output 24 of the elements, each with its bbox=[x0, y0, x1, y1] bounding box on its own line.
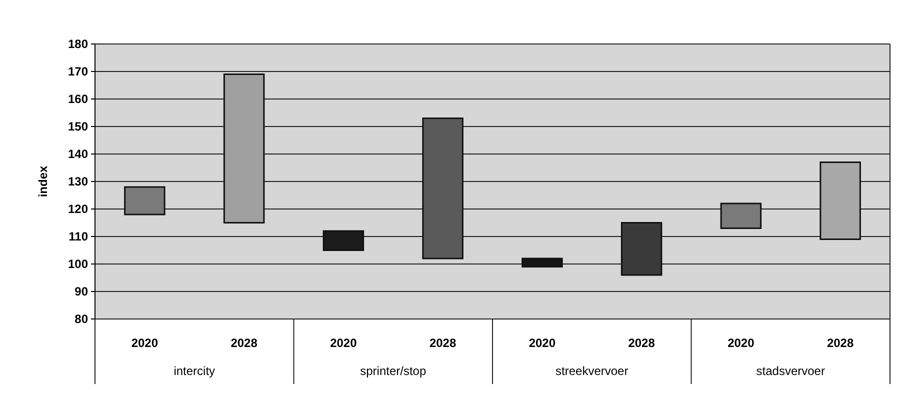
y-tick-label: 170 bbox=[68, 64, 88, 78]
x-tick-label: 2020 bbox=[131, 336, 158, 350]
y-tick-label: 90 bbox=[74, 284, 88, 298]
x-tick-label: 2020 bbox=[330, 336, 358, 350]
text: streekvervoer bbox=[556, 364, 628, 378]
y-tick-label: 150 bbox=[68, 119, 88, 134]
x-tick-label: 2028 bbox=[230, 336, 258, 350]
x-tick-label: 2020 bbox=[528, 336, 556, 350]
text: sprinter/stop bbox=[360, 364, 426, 378]
x-tick-label: 2020 bbox=[728, 336, 755, 350]
y-tick-label: 160 bbox=[68, 92, 88, 106]
y-tick-label: 80 bbox=[74, 312, 88, 326]
y-tick-label: 140 bbox=[68, 146, 88, 161]
text: intercity bbox=[174, 364, 216, 378]
y-tick-label: 130 bbox=[68, 174, 88, 188]
y-tick-label: 110 bbox=[68, 229, 88, 244]
y-tick-label: 120 bbox=[68, 202, 88, 216]
y-axis-title: index bbox=[36, 166, 50, 198]
text: stadsvervoer bbox=[756, 364, 825, 378]
x-tick-label: 2028 bbox=[826, 336, 854, 350]
x-tick-label: 2028 bbox=[628, 336, 656, 350]
x-tick-label: 2028 bbox=[429, 336, 456, 350]
y-tick-label: 180 bbox=[68, 36, 88, 51]
y-tick-label: 100 bbox=[68, 256, 88, 271]
